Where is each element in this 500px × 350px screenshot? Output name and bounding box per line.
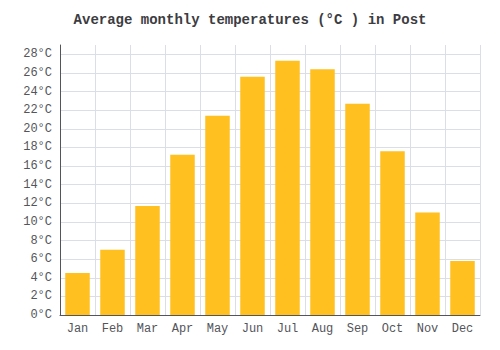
svg-text:24°C: 24°C xyxy=(23,85,52,99)
svg-text:Apr: Apr xyxy=(172,322,194,336)
svg-text:Sep: Sep xyxy=(347,322,369,336)
svg-text:May: May xyxy=(207,322,229,336)
svg-text:12°C: 12°C xyxy=(23,196,52,210)
svg-text:2°C: 2°C xyxy=(30,289,52,303)
svg-text:22°C: 22°C xyxy=(23,103,52,117)
svg-text:18°C: 18°C xyxy=(23,140,52,154)
svg-text:Jun: Jun xyxy=(242,322,264,336)
svg-text:Dec: Dec xyxy=(452,322,474,336)
svg-text:14°C: 14°C xyxy=(23,178,52,192)
svg-text:26°C: 26°C xyxy=(23,66,52,80)
svg-text:Jul: Jul xyxy=(277,322,299,336)
svg-text:10°C: 10°C xyxy=(23,215,52,229)
svg-text:Nov: Nov xyxy=(417,322,439,336)
svg-text:8°C: 8°C xyxy=(30,234,52,248)
svg-text:Mar: Mar xyxy=(137,322,159,336)
svg-text:Average monthly temperatures (: Average monthly temperatures (°C ) in Po… xyxy=(74,12,427,28)
svg-text:0°C: 0°C xyxy=(30,308,52,322)
svg-text:28°C: 28°C xyxy=(23,47,52,61)
svg-text:4°C: 4°C xyxy=(30,271,52,285)
svg-text:Feb: Feb xyxy=(102,322,124,336)
svg-text:20°C: 20°C xyxy=(23,122,52,136)
svg-text:16°C: 16°C xyxy=(23,159,52,173)
svg-text:Aug: Aug xyxy=(312,322,334,336)
svg-text:6°C: 6°C xyxy=(30,252,52,266)
svg-text:Oct: Oct xyxy=(382,322,404,336)
svg-text:Jan: Jan xyxy=(67,322,89,336)
